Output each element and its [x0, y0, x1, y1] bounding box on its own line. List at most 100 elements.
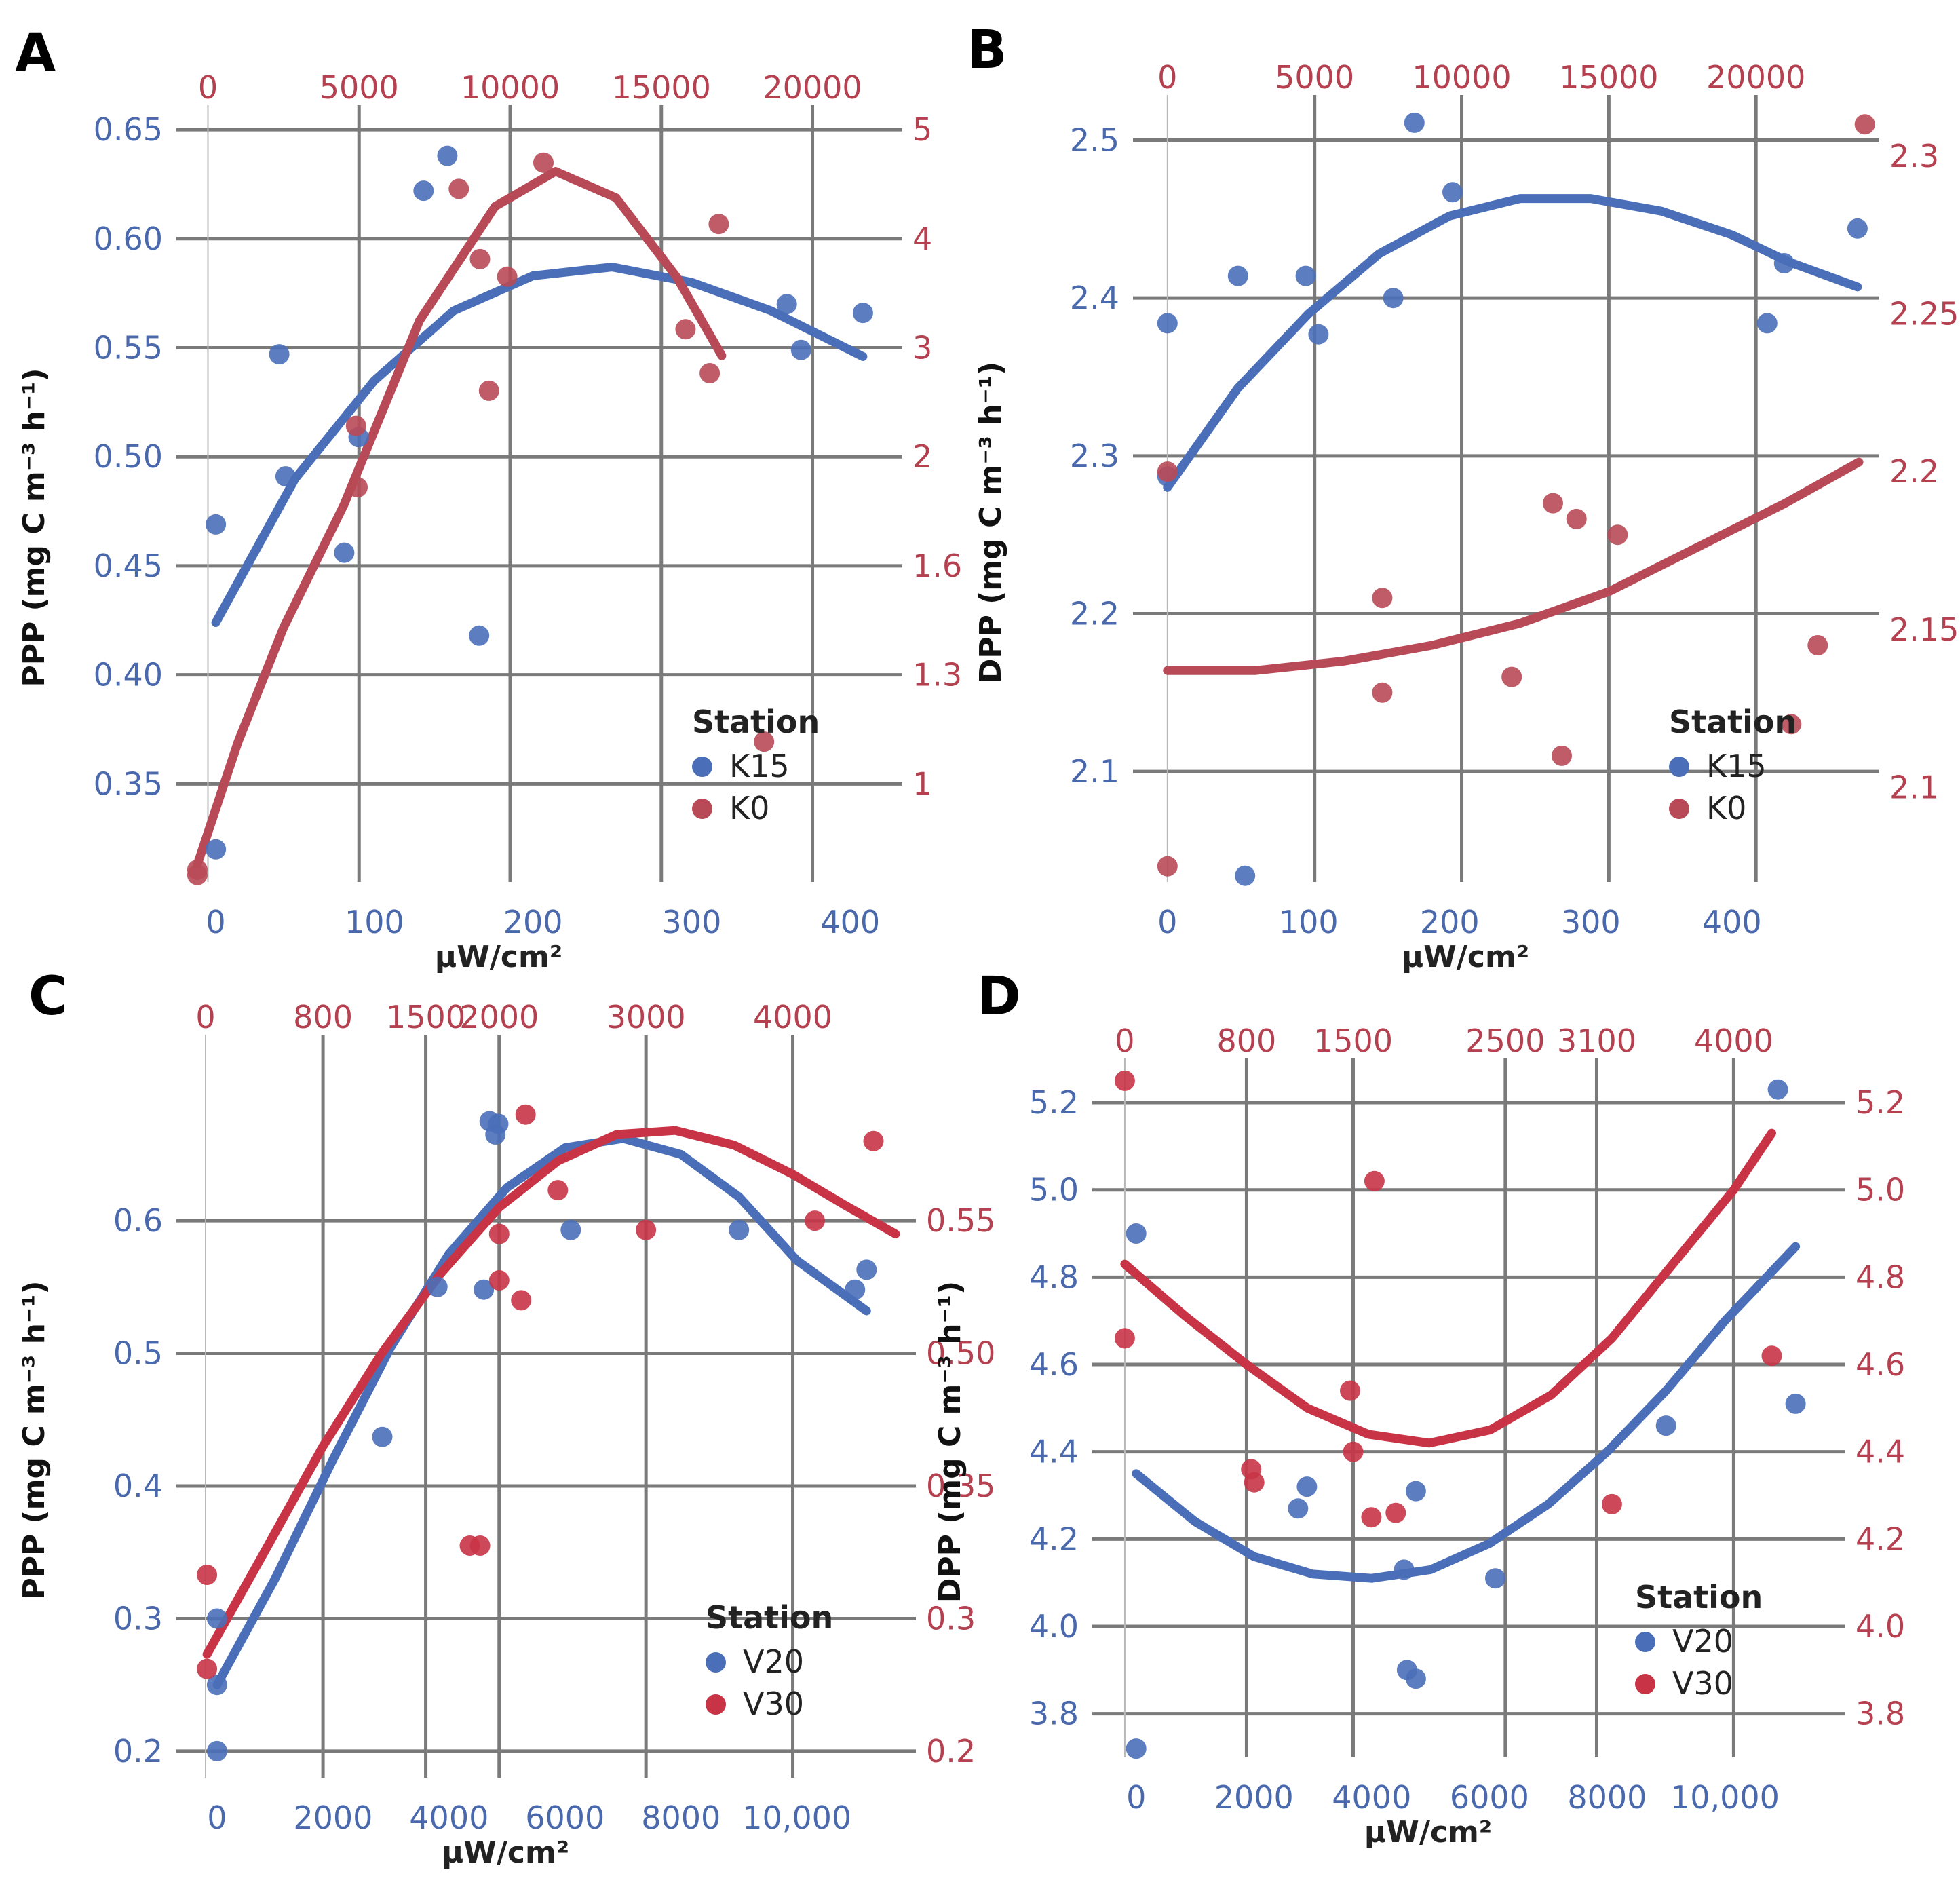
x-top-tick-label: 2000: [459, 999, 539, 1035]
y-right-tick-label: 3: [912, 330, 932, 366]
panel-c: C 0.2 0.3 0.4 0.5 0.6 0.2 0.3 0.35 0.50 0.55 0 800 15…: [17, 966, 995, 1870]
legend-swatch: [1635, 1674, 1655, 1694]
legend-entry: K15: [729, 748, 790, 784]
data-point-v30: [197, 1565, 218, 1585]
y-right-tick-label: 4: [912, 221, 932, 257]
data-point-k15: [1756, 313, 1778, 334]
data-point-v20: [488, 1113, 509, 1134]
data-point-k0: [1552, 745, 1572, 766]
fit-line-k0: [1163, 457, 1864, 675]
data-point-k15: [437, 145, 458, 166]
y-right-tick-label: 4.6: [1856, 1346, 1905, 1383]
data-point-k15: [1308, 324, 1329, 345]
y-axis-label: PPP (mg C m⁻³ h⁻¹): [17, 1280, 52, 1599]
y-left-tick-label: 2.2: [1070, 595, 1119, 632]
fit-line-k15: [1163, 194, 1862, 492]
legend-entry: K0: [729, 790, 769, 826]
data-point-k0: [1543, 493, 1563, 514]
x-top-tick-label: 4000: [753, 999, 832, 1035]
x-top-tick-label: 800: [293, 999, 353, 1035]
data-point-k0: [187, 864, 208, 885]
x-bottom-tick-label: 6000: [525, 1799, 604, 1836]
y-axis-label: PPP (mg C m⁻³ h⁻¹): [17, 368, 52, 687]
fit-line-k15: [211, 263, 868, 627]
data-point-k15: [275, 466, 296, 487]
data-point-k0: [1372, 588, 1393, 609]
y-left-tick-label: 5.0: [1029, 1172, 1079, 1208]
y-left-tick-label: 4.4: [1029, 1434, 1079, 1470]
x-top-tick-label: 3000: [607, 999, 686, 1035]
panel-b: B 2.1 2.2 2.3 2.4 2.5 2.1 2.15 2.2 2.25 2.3 0 5000 10…: [967, 20, 1959, 974]
data-point-k15: [1847, 218, 1868, 239]
legend-entry: K15: [1706, 748, 1767, 784]
y-right-tick-label: 0.55: [926, 1202, 995, 1239]
panel-d: D 3.8 4.0 4.2 4.4 4.6 4.8 5.0 5.2 3.8 4.0 4.2 4.4 4.6…: [933, 966, 1905, 1850]
y-right-tick-label: 0.2: [926, 1733, 976, 1770]
x-top-tick-label: 20000: [1706, 59, 1805, 96]
data-point-v20: [206, 1740, 227, 1761]
data-point-v20: [1655, 1415, 1676, 1436]
data-point-k0: [533, 152, 554, 173]
data-point-k0: [1566, 508, 1587, 529]
data-point-v20: [372, 1426, 393, 1447]
data-point-v20: [729, 1219, 750, 1240]
y-right-tick-label: 5: [912, 111, 932, 148]
x-axis-label: μW/cm²: [1364, 1815, 1492, 1850]
y-left-tick-label: 5.2: [1029, 1084, 1079, 1121]
data-point-v30: [1361, 1507, 1382, 1528]
x-bottom-tick-label: 0: [206, 904, 225, 940]
x-bottom-tick-label: 100: [345, 904, 404, 940]
legend-title: Station: [1635, 1579, 1763, 1616]
data-point-k15: [206, 839, 227, 860]
y-right-tick-label: 4.8: [1856, 1259, 1905, 1295]
data-point-v30: [1761, 1345, 1782, 1367]
y-right-tick-label: 5.2: [1856, 1084, 1905, 1121]
y-right-tick-label: 0.35: [926, 1468, 995, 1504]
data-point-k0: [1372, 682, 1393, 703]
x-top-tick-label: 15000: [612, 69, 711, 106]
x-top-tick-label: 5000: [320, 69, 399, 106]
y-left-tick-label: 2.4: [1070, 280, 1119, 316]
y-right-tick-label: 2.1: [1889, 769, 1939, 805]
legend-entry: V20: [743, 1643, 804, 1680]
data-point-k15: [334, 542, 355, 563]
x-top-tick-label: 0: [198, 69, 218, 106]
x-top-tick-label: 0: [1115, 1023, 1134, 1059]
x-bottom-tick-label: 8000: [641, 1799, 720, 1836]
x-top-tick-label: 15000: [1559, 59, 1658, 96]
x-top-tick-label: 1500: [1313, 1023, 1393, 1059]
data-point-v30: [1114, 1328, 1135, 1349]
y-right-tick-label: 4.4: [1856, 1434, 1905, 1470]
data-point-v30: [805, 1210, 825, 1231]
legend-entry: V20: [1672, 1623, 1733, 1660]
y-left-tick-label: 0.55: [94, 330, 163, 366]
data-point-k0: [478, 380, 499, 401]
data-point-v20: [1485, 1568, 1505, 1589]
y-right-tick-label: 2.3: [1889, 138, 1939, 174]
data-point-v20: [1394, 1559, 1415, 1580]
data-point-v20: [206, 1608, 227, 1629]
data-point-v30: [1601, 1493, 1622, 1514]
y-left-tick-label: 0.40: [94, 657, 163, 693]
x-bottom-tick-label: 6000: [1450, 1779, 1529, 1816]
x-axis-label: μW/cm²: [442, 1835, 569, 1870]
panel-letter: D: [977, 966, 1021, 1027]
data-point-v20: [1405, 1481, 1426, 1502]
data-point-v30: [636, 1219, 657, 1240]
y-right-tick-label: 2.15: [1889, 611, 1959, 648]
data-point-v30: [515, 1104, 536, 1125]
panel-letter: B: [967, 20, 1007, 81]
y-left-tick-label: 0.2: [113, 1733, 163, 1770]
y-right-tick-label: 0.50: [926, 1335, 995, 1372]
y-right-tick-label: 5.0: [1856, 1172, 1905, 1208]
data-point-v30: [1364, 1170, 1385, 1191]
x-top-tick-label: 5000: [1275, 59, 1354, 96]
data-point-v20: [1405, 1668, 1426, 1689]
x-bottom-tick-label: 0: [1157, 904, 1177, 940]
legend-entry: V30: [743, 1685, 804, 1722]
x-bottom-tick-label: 10,000: [742, 1799, 851, 1836]
y-right-tick-label: 2.25: [1889, 295, 1959, 332]
data-point-k15: [269, 344, 290, 365]
data-point-k0: [347, 477, 368, 498]
data-point-v30: [1385, 1502, 1406, 1523]
